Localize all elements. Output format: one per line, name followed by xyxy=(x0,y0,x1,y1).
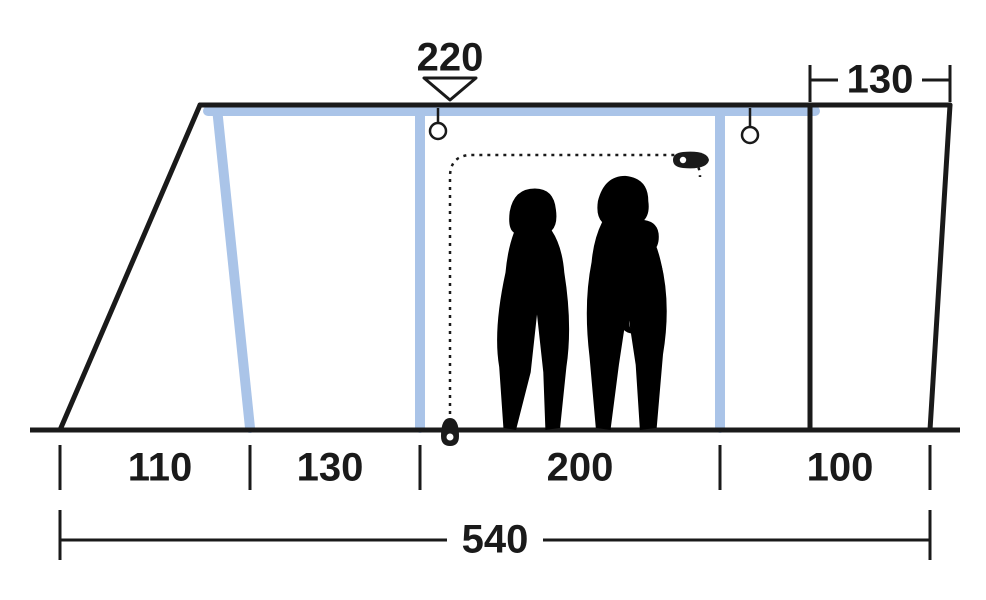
tent-left-wall xyxy=(60,105,200,430)
zipper-pull-bottom-hole xyxy=(447,434,454,441)
dim-height-label: 220 xyxy=(417,36,484,80)
people-silhouette xyxy=(497,176,667,430)
dim-section-label-0: 110 xyxy=(128,446,193,490)
person-left xyxy=(497,189,569,430)
zipper-pull-top-hole xyxy=(680,157,686,163)
dim-section-label-1: 130 xyxy=(297,446,364,490)
tent-pole-1 xyxy=(217,108,250,428)
zipper-pull-top xyxy=(673,152,709,169)
zipper-pull-bottom xyxy=(441,418,459,446)
canopy-right-pole xyxy=(930,105,950,430)
dim-section-label-3: 100 xyxy=(807,446,874,490)
toggle-loop-2 xyxy=(742,127,758,143)
dim-canopy-label: 130 xyxy=(847,58,914,102)
toggle-loop-1 xyxy=(430,123,446,139)
dim-total-label: 540 xyxy=(462,518,529,562)
dim-height-arrow xyxy=(424,78,476,100)
dim-section-label-2: 200 xyxy=(547,446,614,490)
